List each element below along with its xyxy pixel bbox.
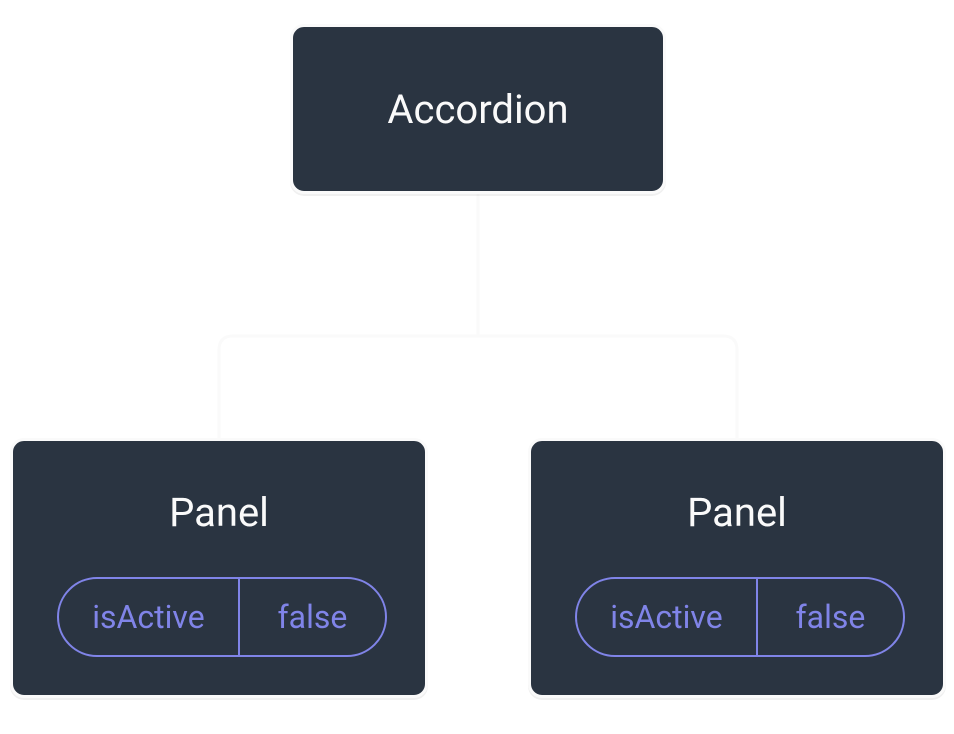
state-pill-value: false <box>240 579 385 655</box>
root-node-accordion: Accordion <box>290 24 666 194</box>
child-node-title: Panel <box>13 489 425 536</box>
state-pill-value: false <box>758 579 903 655</box>
child-node-title: Panel <box>531 489 943 536</box>
state-pill: isActive false <box>57 577 387 657</box>
state-pill-key: isActive <box>59 579 240 655</box>
root-node-title: Accordion <box>387 86 568 133</box>
child-node-panel-left: Panel isActive false <box>10 438 428 698</box>
state-pill-key: isActive <box>577 579 758 655</box>
state-pill: isActive false <box>575 577 905 657</box>
child-node-panel-right: Panel isActive false <box>528 438 946 698</box>
diagram-stage: Accordion Panel isActive false Panel isA… <box>0 0 954 734</box>
